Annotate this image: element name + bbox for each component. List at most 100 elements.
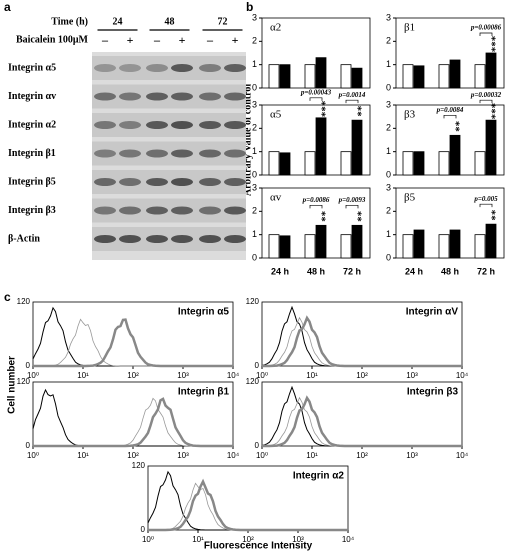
bar <box>485 52 497 89</box>
significance-stars: *** <box>485 103 497 120</box>
row-label: Integrin α2 <box>8 119 56 130</box>
sign: + <box>179 33 186 47</box>
histogram-curve <box>261 396 462 447</box>
bar <box>413 151 425 176</box>
significance-stars: ** <box>485 210 497 222</box>
bar <box>279 64 291 89</box>
y-tick-label: 1 <box>386 229 391 239</box>
bar <box>485 119 497 176</box>
blot-band <box>199 92 221 101</box>
blot-band <box>94 149 116 158</box>
chart-title: α5 <box>270 109 282 121</box>
panel-label: a <box>4 0 11 14</box>
y-tick-label: 120 <box>246 377 260 386</box>
bracket <box>479 99 493 104</box>
bar <box>315 117 327 176</box>
bar <box>340 64 352 89</box>
sign: – <box>206 33 214 47</box>
y-tick-label: 3 <box>386 12 391 22</box>
x-tick-label: 10¹ <box>77 451 89 460</box>
row-label: Integrin β3 <box>8 205 56 216</box>
bar <box>438 64 450 89</box>
x-tick-label: 72 h <box>343 266 361 276</box>
x-tick-label: 10⁰ <box>27 371 39 380</box>
y-tick-label: 1 <box>386 59 391 69</box>
x-tick-label: 10² <box>356 451 368 460</box>
x-tick-label: 10² <box>127 371 139 380</box>
histogram-title: Integrin αV <box>406 307 459 318</box>
y-tick-label: 2 <box>252 206 257 216</box>
p-value: p=0.0093 <box>338 196 366 204</box>
bracket <box>309 204 323 209</box>
blot-band <box>171 92 193 101</box>
histogram-curve <box>262 395 462 448</box>
y-tick-label: 0 <box>255 361 260 370</box>
sign: + <box>232 33 239 47</box>
p-value: p=0.00043 <box>300 88 332 96</box>
blot-band <box>94 64 116 72</box>
blot-band <box>146 206 168 215</box>
x-tick-label: 10¹ <box>306 371 318 380</box>
bar <box>474 234 486 259</box>
x-tick-label: 10⁰ <box>256 371 268 380</box>
blot-band <box>199 178 221 186</box>
bar <box>315 224 327 259</box>
bar <box>351 67 363 89</box>
x-tick-label: 48 h <box>441 266 459 276</box>
blot-band <box>199 64 221 72</box>
y-tick-label: 3 <box>252 182 257 192</box>
bar <box>474 64 486 89</box>
row-label: β-Actin <box>8 233 40 244</box>
y-tick-label: 0 <box>386 82 391 92</box>
y-tick-label: 3 <box>252 99 257 109</box>
y-tick-label: 0 <box>252 169 257 179</box>
bar <box>438 151 450 176</box>
bar <box>449 134 461 176</box>
sign: + <box>127 33 134 47</box>
bar <box>304 64 316 89</box>
y-axis-label: Arbitrary Value of control <box>242 84 253 197</box>
bar <box>304 234 316 259</box>
y-tick-label: 0 <box>141 525 146 534</box>
x-tick-label: 10² <box>127 451 139 460</box>
time-label: 24 <box>113 16 123 27</box>
histogram-curve <box>33 397 233 448</box>
histogram-title: Integrin β1 <box>178 387 230 398</box>
y-tick-label: 1 <box>252 59 257 69</box>
blot-band <box>171 206 193 215</box>
x-tick-label: 24 h <box>405 266 423 276</box>
y-tick-label: 120 <box>17 377 31 386</box>
bar <box>351 119 363 176</box>
x-tick-label: 10⁰ <box>27 451 39 460</box>
bracket <box>443 114 457 119</box>
y-tick-label: 3 <box>386 99 391 109</box>
x-tick-label: 10¹ <box>306 451 318 460</box>
sign: – <box>153 33 161 47</box>
significance-stars: ** <box>449 121 461 133</box>
histogram-curve <box>148 482 348 531</box>
bar <box>402 151 414 176</box>
histogram-curve <box>33 318 233 368</box>
bracket <box>345 204 359 209</box>
x-tick-label: 10³ <box>177 371 189 380</box>
row-label: Integrin β1 <box>8 148 56 159</box>
p-value: p=0.0086 <box>302 196 330 204</box>
y-tick-label: 3 <box>386 182 391 192</box>
y-tick-label: 0 <box>386 252 391 262</box>
blot-band <box>119 149 141 158</box>
blot-band <box>94 235 116 243</box>
blot-band <box>224 235 246 243</box>
bar <box>279 152 291 176</box>
time-label: 48 <box>165 16 175 27</box>
blot-band <box>119 235 141 243</box>
p-value: p=0.00032 <box>470 91 502 99</box>
blot-band <box>119 121 141 129</box>
bar <box>413 65 425 89</box>
blot-band <box>146 149 168 158</box>
x-axis-label: Fluorescence Intensity <box>204 541 313 552</box>
bar <box>402 64 414 89</box>
bar <box>449 229 461 259</box>
blot-band <box>146 235 168 243</box>
x-tick-label: 10⁰ <box>256 451 268 460</box>
